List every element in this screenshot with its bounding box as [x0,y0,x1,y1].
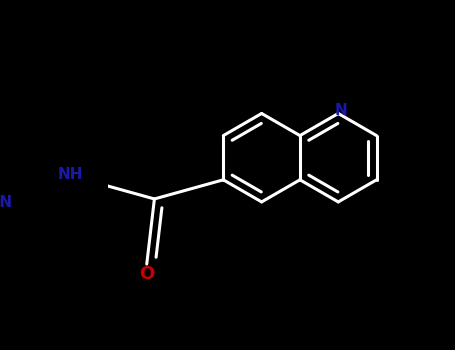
Text: NH: NH [58,167,84,182]
Text: O: O [139,265,154,283]
Text: H₂N: H₂N [0,195,13,210]
Text: N: N [335,103,348,118]
